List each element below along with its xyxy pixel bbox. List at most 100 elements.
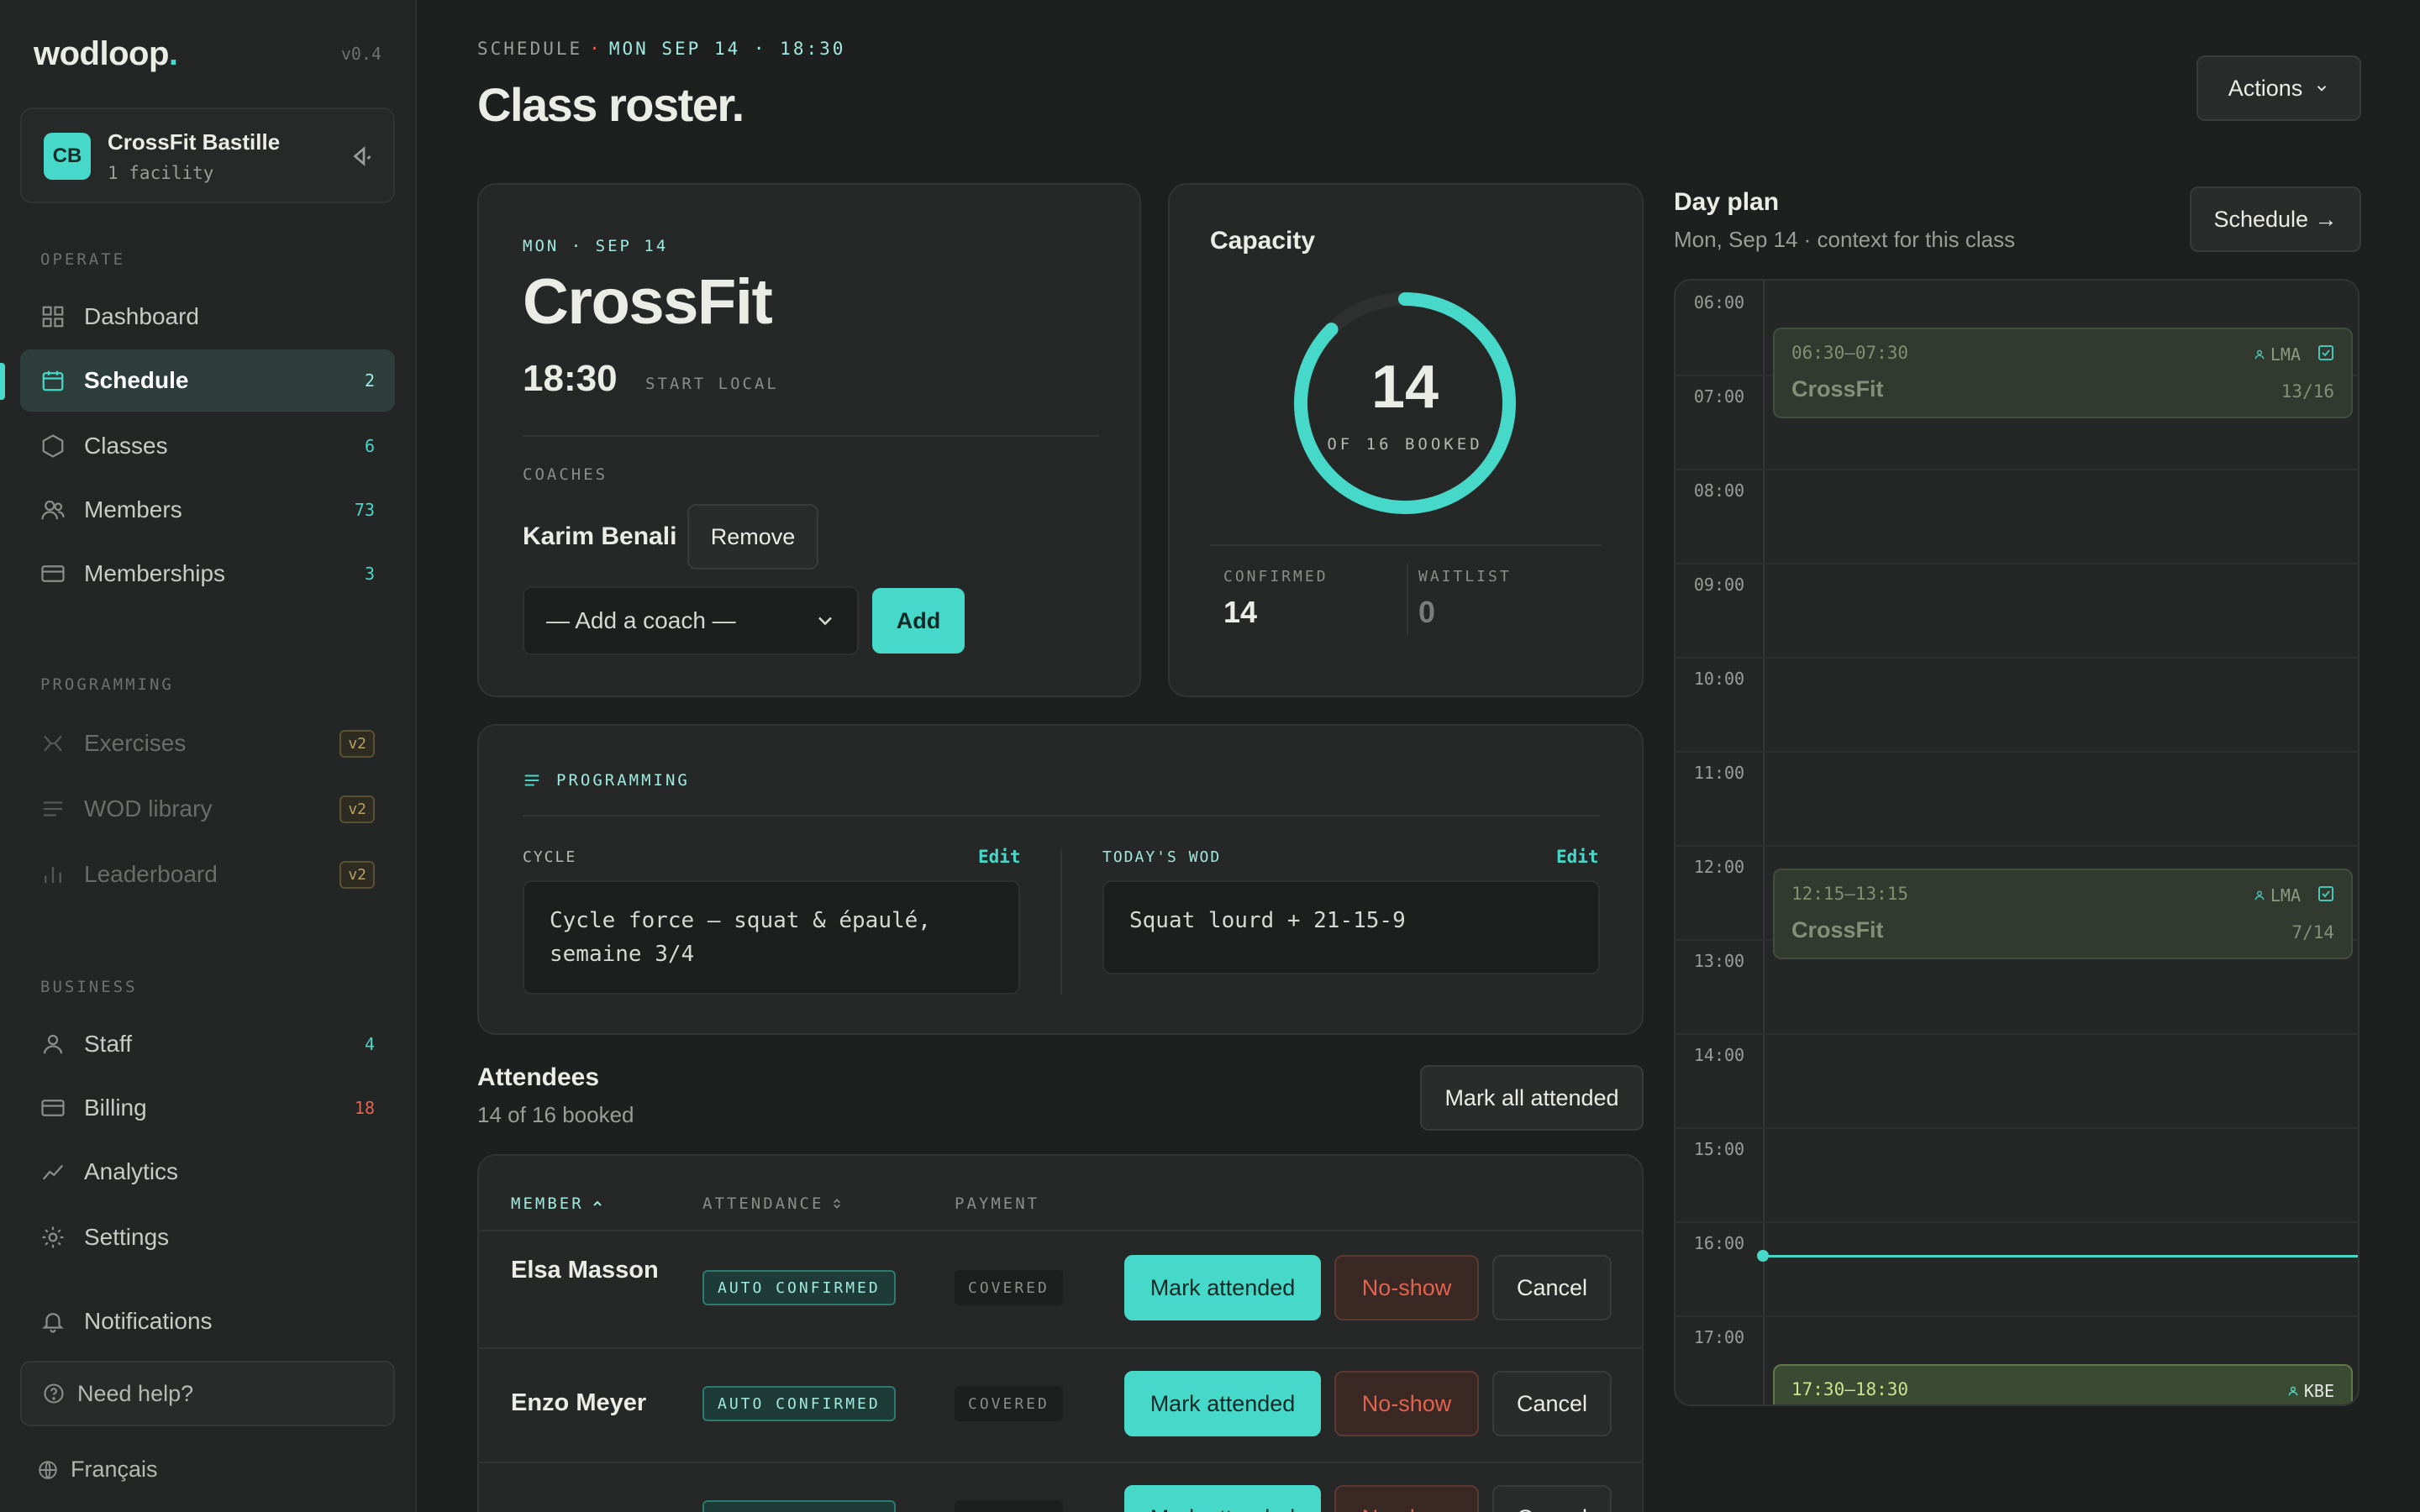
trend-icon [42,1164,64,1180]
mark-attended-button[interactable]: Mark attended [1124,1255,1321,1320]
sidebar-item-analytics[interactable]: Analytics [20,1141,395,1203]
actions-label: Actions [2228,75,2303,101]
gear-icon [42,1226,64,1248]
event-booking-count: 13/16 [2281,381,2334,402]
breadcrumb-separator: · [589,39,602,59]
sidebar-item-members[interactable]: Members 73 [20,479,395,541]
capacity-ring-fill [1294,292,1516,514]
sidebar-item-dashboard[interactable]: Dashboard [20,286,395,348]
coach-name: Karim Benali [523,522,677,550]
event-coach: LMA [2254,344,2301,365]
confirmed-count: 14 [1223,595,1258,629]
mark-all-attended-button[interactable]: Mark all attended [1420,1065,1644,1131]
no-show-label: No-show [1362,1505,1452,1512]
add-coach-button[interactable]: Add [872,588,965,654]
event-coach: LMA [2254,885,2301,906]
schedule-event[interactable]: 12:15–13:15 LMA CrossFit 7/14 [1773,869,2353,959]
help-button[interactable]: Need help? [20,1361,395,1426]
event-coach-initials: KBE [2303,1381,2334,1401]
sidebar-item-settings[interactable]: Settings [20,1206,395,1268]
no-show-button[interactable]: No-show [1334,1255,1479,1320]
card-icon [41,565,65,582]
booked-count: 14 [1370,354,1439,421]
checklist-icon [2318,345,2333,360]
cancel-button[interactable]: Cancel [1492,1255,1612,1320]
sidebar-item-label: Staff [84,1031,133,1057]
hour-label: 12:00 [1693,857,1745,877]
event-name: CrossFit [1791,376,1884,402]
cycle-edit-link[interactable]: Edit [978,847,1021,867]
calendar-icon [42,370,64,391]
sidebar-item-schedule[interactable]: Schedule 2 [20,349,395,412]
person-icon [2288,1386,2298,1396]
event-name: CrossFit [1791,917,1884,942]
sidebar-item-billing[interactable]: Billing 18 [20,1077,395,1139]
hour-label: 17:00 [1693,1327,1745,1347]
sidebar-item-leaderboard[interactable]: Leaderboard v2 [20,843,395,906]
remove-coach-button[interactable]: Remove [687,504,818,570]
schedule-link-button[interactable]: Schedule → [2190,186,2361,252]
sidebar-item-notifications[interactable]: Notifications [20,1290,395,1352]
sidebar-item-label: Dashboard [84,303,199,329]
no-show-button[interactable]: No-show [1334,1371,1479,1436]
hour-line [1676,1033,2358,1035]
sidebar-item-classes[interactable]: Classes 6 [20,415,395,477]
column-attendance[interactable]: ATTENDANCE [702,1194,844,1213]
sidebar-item-staff[interactable]: Staff 4 [20,1013,395,1075]
facility-switcher[interactable]: CB CrossFit Bastille 1 facility [20,108,395,203]
confirmed-label: CONFIRMED [1223,568,1328,585]
wod-label: TODAY'S WOD [1102,848,1222,866]
sidebar-item-label: Members [84,496,182,522]
person-icon [2254,890,2265,900]
hour-line [1676,751,2358,753]
billing-icon [41,1100,65,1116]
cycle-text: Cycle force — squat & épaulé, semaine 3/… [523,880,1020,995]
attendance-badge: AUTO CONFIRMED [702,1500,896,1512]
hour-line [1676,1221,2358,1223]
row-divider [479,1462,1642,1463]
cancel-button[interactable]: Cancel [1492,1485,1612,1512]
attendees-table: MEMBER ATTENDANCE PAYMENT Elsa Masson AU… [477,1154,1644,1512]
mark-attended-button[interactable]: Mark attended [1124,1371,1321,1436]
sidebar-item-memberships[interactable]: Memberships 3 [20,543,395,605]
cancel-label: Cancel [1516,1274,1588,1300]
hour-label: 14:00 [1693,1045,1745,1065]
sidebar-item-wod-library[interactable]: WOD library v2 [20,778,395,840]
schedule-link-label: Schedule → [2213,206,2338,232]
breadcrumb-section[interactable]: SCHEDULE [477,39,583,59]
sidebar-item-label: Analytics [84,1158,179,1184]
language-switcher[interactable]: Français [37,1457,158,1483]
add-coach-select[interactable]: — Add a coach — [523,586,859,655]
globe-icon [39,1460,57,1479]
hour-label: 09:00 [1693,575,1745,595]
no-show-button[interactable]: No-show [1334,1485,1479,1512]
brand-logo[interactable]: wodloop. [34,35,178,72]
mark-attended-button[interactable]: Mark attended [1124,1485,1321,1512]
language-label: Français [71,1457,158,1482]
person-icon [2254,349,2265,360]
collapse-sidebar-icon[interactable] [346,141,376,171]
member-name[interactable]: Elsa Masson [511,1257,659,1284]
facility-avatar: CB [44,133,91,180]
day-plan-timeline[interactable]: 06:00 07:00 08:00 09:00 10:00 11:00 12:0… [1674,279,2360,1406]
cycle-label: CYCLE [523,848,577,866]
remove-label: Remove [710,523,796,549]
actions-button[interactable]: Actions [2196,55,2361,121]
hour-line [1676,1127,2358,1129]
sidebar-item-label: Memberships [84,560,226,586]
sidebar-item-count: 73 [354,500,375,520]
hour-label: 11:00 [1693,763,1745,783]
member-name[interactable]: Enzo Meyer [511,1389,647,1416]
page-title: Class roster. [477,78,744,131]
add-label: Add [896,607,941,633]
cancel-button[interactable]: Cancel [1492,1371,1612,1436]
column-member-label: MEMBER [511,1194,584,1213]
programming-label: PROGRAMMING [556,771,690,790]
schedule-event-current[interactable]: 17:30–18:30 KBE [1773,1364,2353,1404]
sidebar-item-exercises[interactable]: Exercises v2 [20,712,395,774]
class-date: MON · SEP 14 [523,237,669,255]
column-member[interactable]: MEMBER [511,1194,604,1213]
schedule-event[interactable]: 06:30–07:30 LMA CrossFit 13/16 [1773,328,2353,418]
sidebar-item-label: Schedule [84,367,189,393]
wod-edit-link[interactable]: Edit [1556,847,1599,867]
